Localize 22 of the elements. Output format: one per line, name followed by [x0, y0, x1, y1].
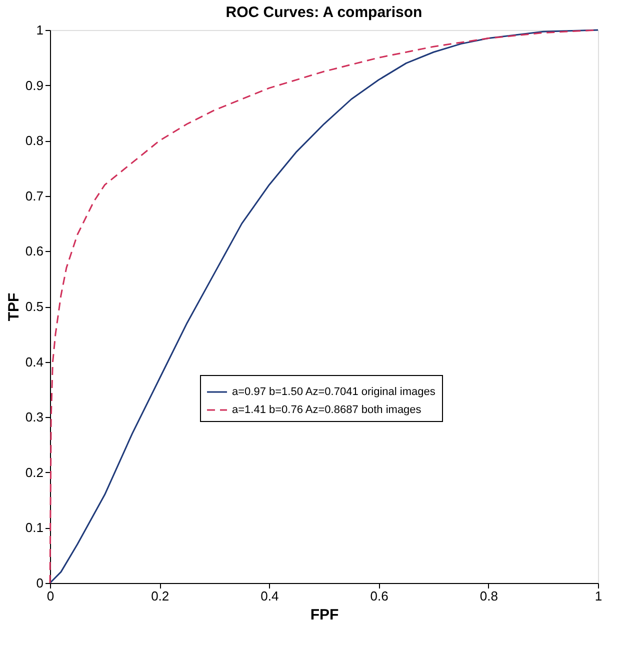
x-tick-label: 0.8 [480, 588, 498, 604]
x-tick-label: 0 [46, 588, 54, 604]
y-tick-label: 1 [36, 22, 44, 38]
x-tick-label: 0.6 [370, 588, 388, 604]
y-tick-label: 0.3 [25, 410, 44, 425]
x-tick-label: 0.4 [260, 588, 279, 604]
x-tick-label: 0.2 [151, 588, 170, 604]
legend-label: a=0.97 b=1.50 Az=0.7041 original images [232, 386, 436, 398]
y-tick-label: 0.9 [25, 78, 44, 93]
y-tick-label: 0.1 [25, 520, 44, 536]
y-tick-label: 0.8 [25, 133, 44, 148]
y-tick-label: 0.6 [25, 244, 44, 259]
y-tick-label: 0.7 [25, 188, 44, 204]
y-tick-label: 0.5 [25, 299, 44, 314]
x-axis-title: FPF [310, 606, 339, 624]
y-axis-title: TPF [5, 292, 22, 322]
chart-title: ROC Curves: A comparison [226, 4, 422, 21]
y-tick-label: 0.2 [25, 464, 44, 480]
legend-label: a=1.41 b=0.76 Az=0.8687 both images [232, 404, 422, 416]
y-tick-label: 0 [36, 576, 44, 590]
x-tick-label: 1 [594, 588, 602, 604]
y-tick-label: 0.4 [25, 354, 44, 370]
